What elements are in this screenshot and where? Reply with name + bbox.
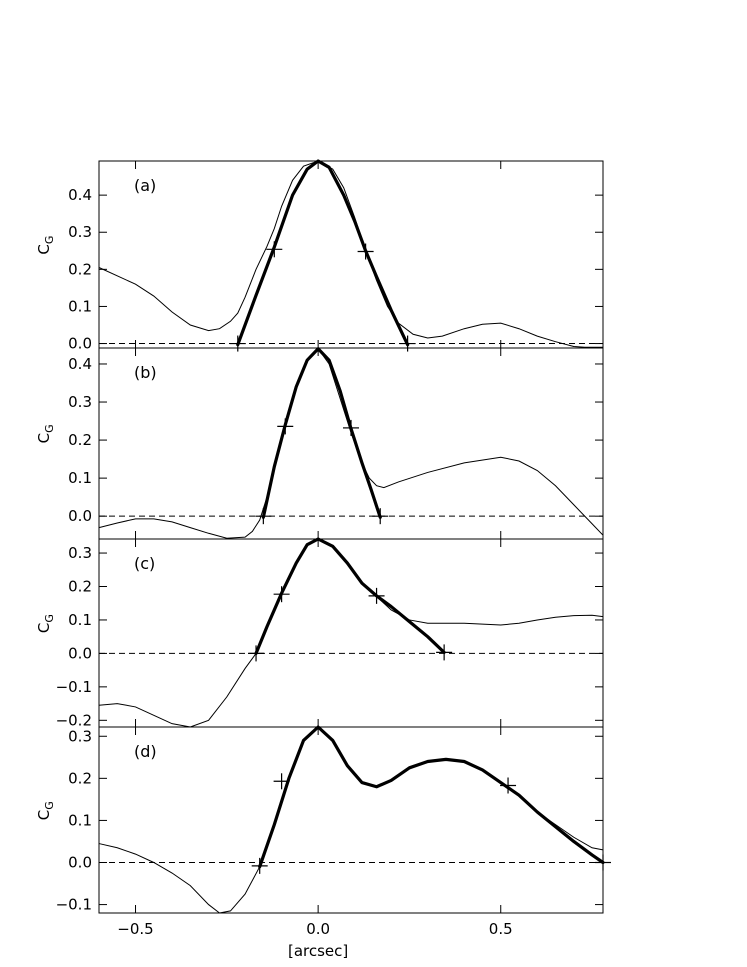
fit-curve-line (258, 725, 605, 869)
y-tick-label: 0.3 (68, 223, 92, 241)
y-tick-label: 0.3 (68, 393, 92, 411)
cross-marker (248, 645, 265, 662)
correlation-curve-line (98, 347, 604, 539)
fit-curve-line (236, 159, 410, 347)
y-tick-label: −0.2 (56, 711, 92, 729)
cross-marker (436, 644, 453, 661)
x-axis-title: [arcsec] (288, 942, 348, 960)
cross-marker (277, 418, 294, 435)
plot-frame (98, 726, 604, 914)
y-tick-label: −0.1 (56, 678, 92, 696)
cross-marker (500, 777, 517, 794)
cross-marker (595, 854, 611, 871)
panel-label: (a) (134, 176, 156, 195)
y-tick-label: 0.1 (68, 469, 92, 487)
y-tick-label: 0.1 (68, 811, 92, 829)
panel-label: (b) (134, 363, 157, 382)
panel-label: (c) (134, 554, 155, 573)
y-tick-label: 0.1 (68, 611, 92, 629)
fit-curve-line (254, 537, 446, 656)
y-tick-label: 0.4 (68, 186, 92, 204)
y-tick-label: 0.0 (68, 335, 92, 353)
x-tick-label: −0.5 (117, 920, 153, 938)
y-tick-label: 0.2 (68, 769, 92, 787)
panel-b: 0.0 0.1 0.2 0.3 0.4 (b) CG (35, 347, 604, 540)
cross-marker (372, 508, 389, 525)
cross-marker (399, 335, 416, 352)
plot-frame (98, 160, 604, 349)
panel-c: −0.2 −0.1 0.0 0.1 0.2 0.3 (c) CG (35, 537, 604, 729)
y-axis-title: CG (35, 801, 56, 820)
y-tick-label: 0.3 (68, 727, 92, 745)
panel-label: (d) (134, 742, 157, 761)
cross-marker (368, 587, 385, 604)
cross-marker (273, 773, 290, 790)
cross-marker (266, 241, 283, 258)
x-tick-label: 0.5 (489, 920, 513, 938)
cross-marker (229, 335, 246, 352)
cross-marker (251, 857, 268, 874)
panel-a: 0.0 0.1 0.2 0.3 0.4 (a) CG (35, 159, 604, 353)
correlation-curve-line (98, 726, 604, 914)
correlation-curve-line (98, 160, 603, 348)
y-tick-label: 0.2 (68, 431, 92, 449)
y-tick-label: −0.1 (56, 896, 92, 914)
cross-marker (343, 419, 359, 436)
y-axis-title: CG (35, 236, 56, 255)
cross-marker (273, 586, 290, 603)
y-axis-title: CG (35, 614, 56, 633)
y-tick-label: 0.3 (68, 544, 92, 562)
y-tick-label: 0.0 (68, 854, 92, 872)
y-axis-title: CG (35, 424, 56, 443)
cross-marker (357, 243, 374, 260)
plot-frame (98, 347, 604, 540)
y-tick-label: 0.2 (68, 578, 92, 596)
y-tick-label: 0.0 (68, 644, 92, 662)
fit-curve-line (261, 347, 382, 519)
x-tick-label: 0.0 (306, 920, 330, 938)
cross-marker (255, 508, 272, 525)
y-tick-label: 0.4 (68, 355, 92, 373)
y-tick-label: 0.1 (68, 297, 92, 315)
panel-d: −0.1 0.0 0.1 0.2 0.3 (d) CG −0.5 0.0 0.5 [arcsec] (35, 725, 611, 960)
y-tick-label: 0.2 (68, 260, 92, 278)
y-tick-label: 0.0 (68, 507, 92, 525)
